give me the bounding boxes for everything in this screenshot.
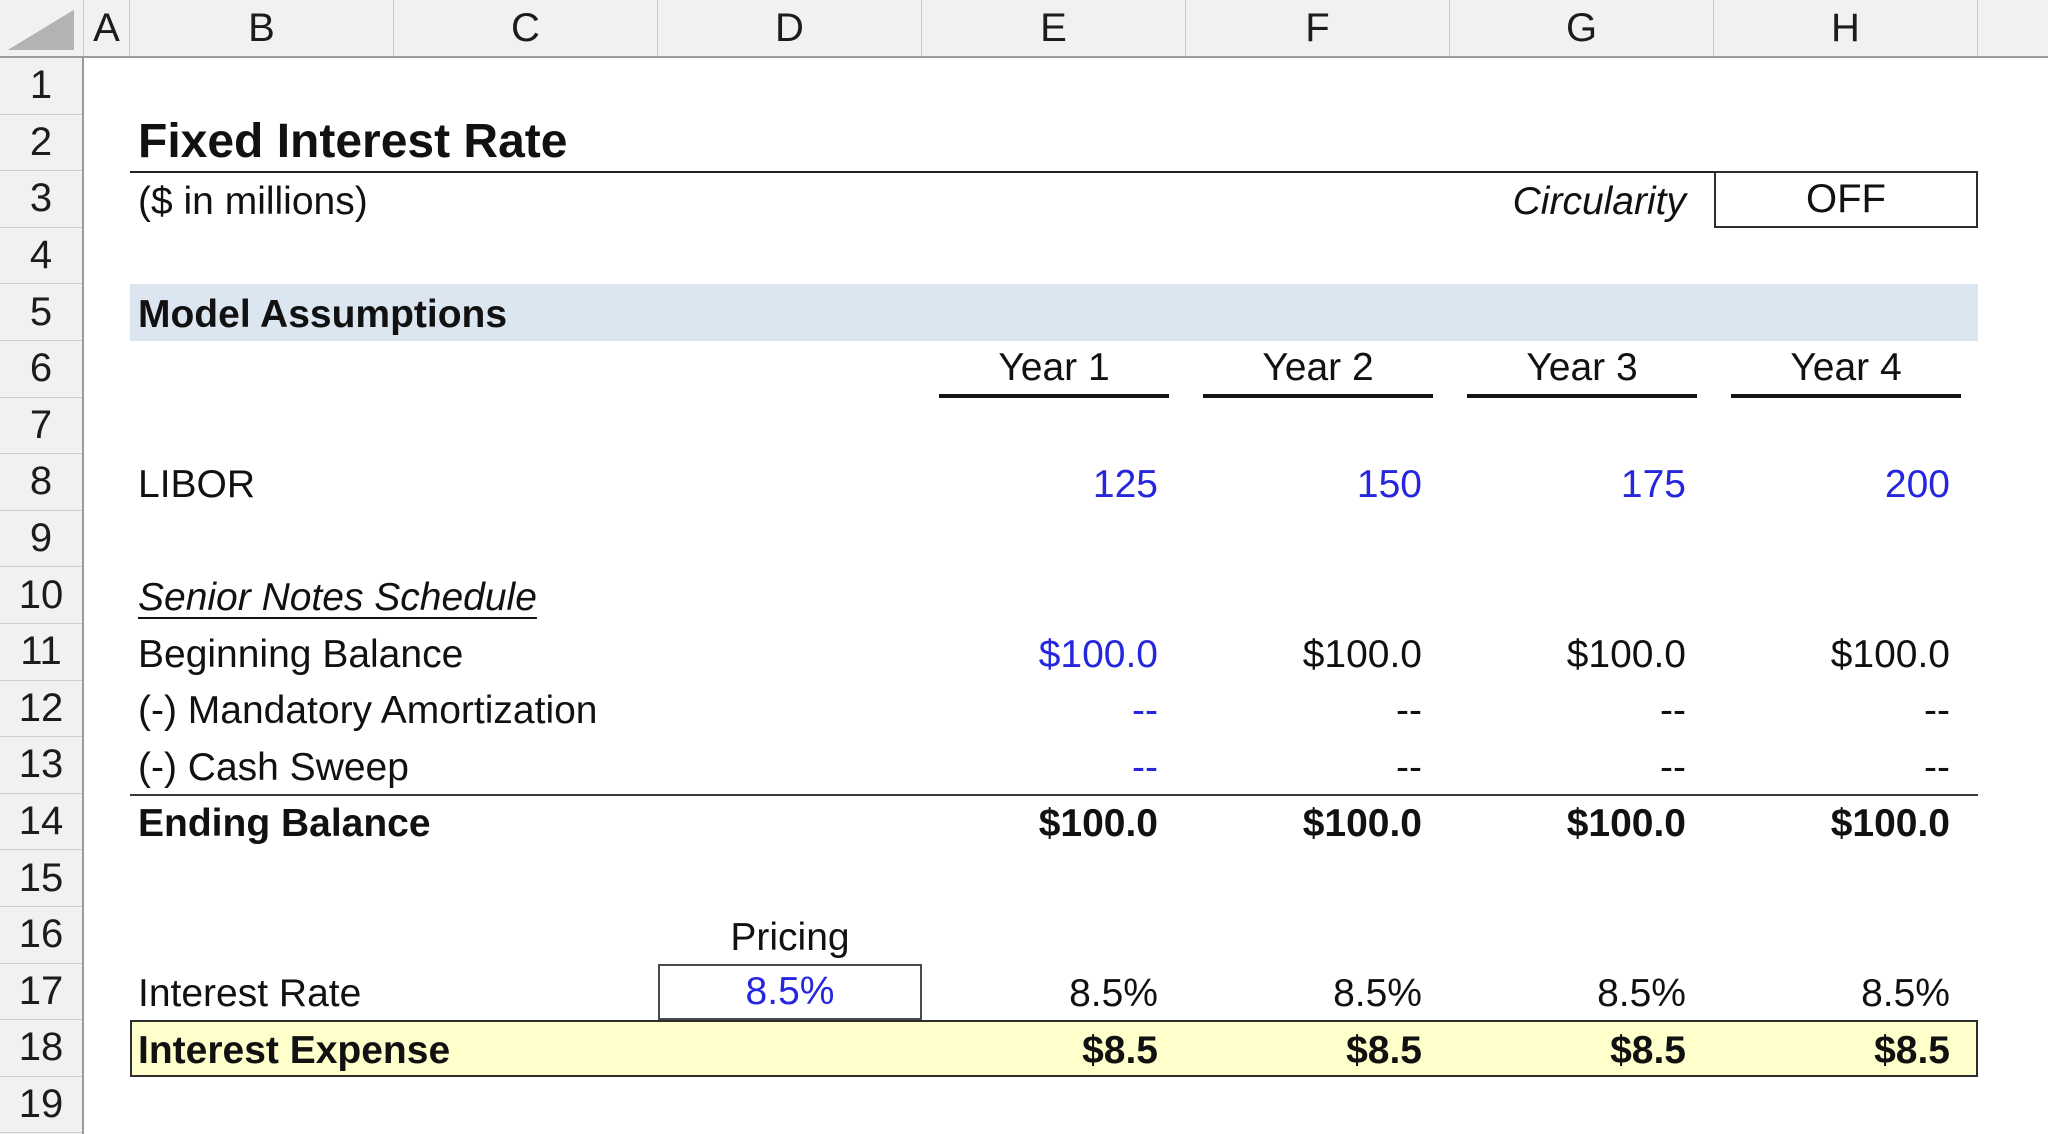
beginning-balance-year2[interactable]: $100.0 [1302,632,1422,676]
column-header-c[interactable]: C [394,0,658,56]
libor-value-year2[interactable]: 150 [1356,462,1422,506]
sheet-title[interactable]: Fixed Interest Rate [138,115,568,169]
column-header-bar: A B C D E F G H [0,0,2048,58]
select-all-corner[interactable] [0,0,84,56]
row-header-4[interactable]: 4 [0,228,82,285]
row-header-14[interactable]: 14 [0,794,82,851]
beginning-balance-year1[interactable]: $100.0 [1038,632,1158,676]
mandatory-amortization-label[interactable]: (-) Mandatory Amortization [138,689,598,733]
row-header-17[interactable]: 17 [0,964,82,1021]
mandatory-amortization-year1[interactable]: -- [1132,689,1158,733]
row-header-bar: 1 2 3 4 5 6 7 8 9 10 11 12 13 14 15 16 1… [0,58,84,1134]
row-header-16[interactable]: 16 [0,907,82,964]
mandatory-amortization-year4[interactable]: -- [1924,689,1950,733]
interest-expense-year4[interactable]: $8.5 [1874,1028,1950,1072]
column-header-d[interactable]: D [658,0,922,56]
pricing-header[interactable]: Pricing [730,915,850,959]
column-header-a[interactable]: A [84,0,130,56]
cash-sweep-year1[interactable]: -- [1132,745,1158,789]
mandatory-amortization-year3[interactable]: -- [1660,689,1686,733]
column-header-f[interactable]: F [1186,0,1450,56]
ending-balance-top-rule [130,793,1978,796]
interest-rate-year4[interactable]: 8.5% [1861,972,1950,1016]
select-all-triangle-icon [8,10,74,50]
row-header-13[interactable]: 13 [0,737,82,794]
beginning-balance-year3[interactable]: $100.0 [1566,632,1686,676]
cash-sweep-year2[interactable]: -- [1396,745,1422,789]
beginning-balance-label[interactable]: Beginning Balance [138,632,464,676]
ending-balance-year2[interactable]: $100.0 [1302,802,1422,846]
year4-header[interactable]: Year 4 [1731,341,1961,398]
row-header-6[interactable]: 6 [0,341,82,398]
year3-header[interactable]: Year 3 [1467,341,1697,398]
libor-label[interactable]: LIBOR [138,462,256,506]
row-header-18[interactable]: 18 [0,1020,82,1077]
cash-sweep-label[interactable]: (-) Cash Sweep [138,745,409,789]
ending-balance-label[interactable]: Ending Balance [138,802,431,846]
cash-sweep-year3[interactable]: -- [1660,745,1686,789]
interest-rate-label[interactable]: Interest Rate [138,972,362,1016]
ending-balance-year3[interactable]: $100.0 [1566,802,1686,846]
interest-rate-input-cell[interactable]: 8.5% [658,963,922,1021]
interest-rate-year2[interactable]: 8.5% [1333,972,1422,1016]
row-header-1[interactable]: 1 [0,58,82,115]
section-header-model-assumptions[interactable]: Model Assumptions [138,292,508,336]
ending-balance-year1[interactable]: $100.0 [1038,802,1158,846]
circularity-label[interactable]: Circularity [1512,179,1686,223]
column-header-b[interactable]: B [130,0,394,56]
interest-expense-year2[interactable]: $8.5 [1346,1028,1422,1072]
interest-rate-year1[interactable]: 8.5% [1069,972,1158,1016]
row-header-12[interactable]: 12 [0,681,82,738]
column-header-g[interactable]: G [1450,0,1714,56]
row-header-3[interactable]: 3 [0,171,82,228]
libor-value-year4[interactable]: 200 [1884,462,1950,506]
interest-expense-label[interactable]: Interest Expense [138,1028,451,1072]
title-underline [130,171,1978,174]
cash-sweep-year4[interactable]: -- [1924,745,1950,789]
libor-value-year3[interactable]: 175 [1620,462,1686,506]
row-header-19[interactable]: 19 [0,1077,82,1134]
row-header-7[interactable]: 7 [0,398,82,455]
interest-expense-year3[interactable]: $8.5 [1610,1028,1686,1072]
row-header-11[interactable]: 11 [0,624,82,681]
row-header-5[interactable]: 5 [0,284,82,341]
column-header-h[interactable]: H [1714,0,1978,56]
circularity-toggle-cell[interactable]: OFF [1714,171,1978,228]
ending-balance-year4[interactable]: $100.0 [1830,802,1950,846]
beginning-balance-year4[interactable]: $100.0 [1830,632,1950,676]
interest-rate-year3[interactable]: 8.5% [1597,972,1686,1016]
mandatory-amortization-year2[interactable]: -- [1396,689,1422,733]
column-header-e[interactable]: E [922,0,1186,56]
row-header-9[interactable]: 9 [0,511,82,568]
subtitle[interactable]: ($ in millions) [138,179,368,223]
row-header-2[interactable]: 2 [0,115,82,172]
year2-header[interactable]: Year 2 [1203,341,1433,398]
row-header-10[interactable]: 10 [0,567,82,624]
row-header-8[interactable]: 8 [0,454,82,511]
row-header-15[interactable]: 15 [0,850,82,907]
interest-expense-band [130,1020,1978,1077]
senior-notes-schedule-header[interactable]: Senior Notes Schedule [138,575,537,619]
libor-value-year1[interactable]: 125 [1092,462,1158,506]
interest-expense-year1[interactable]: $8.5 [1082,1028,1158,1072]
column-header-filler [1978,0,2048,56]
model-assumptions-band [130,284,1978,341]
year1-header[interactable]: Year 1 [939,341,1169,398]
